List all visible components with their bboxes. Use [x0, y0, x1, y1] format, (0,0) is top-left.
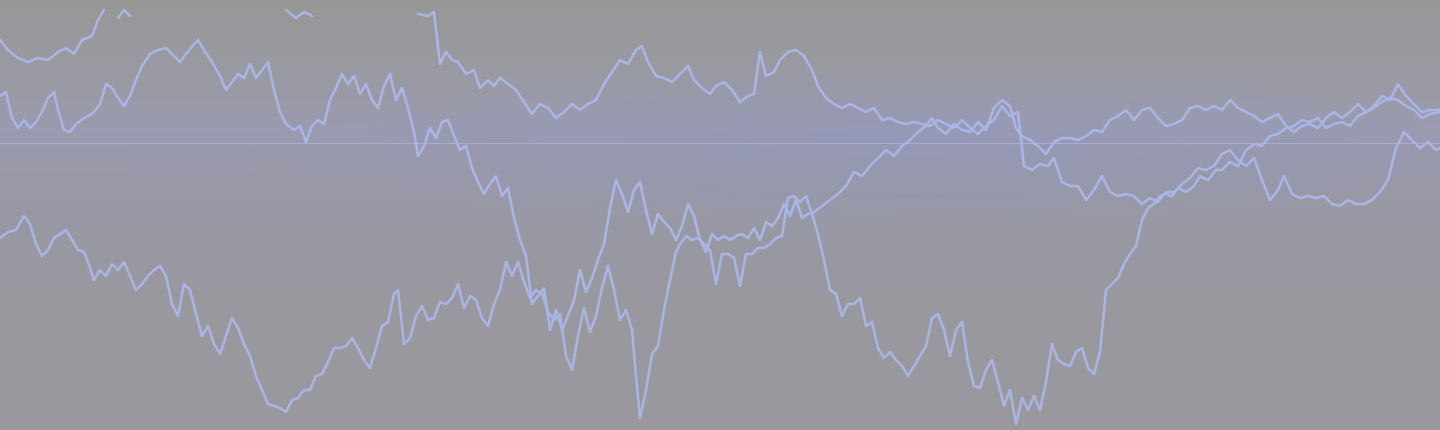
- center-reference-line: [0, 143, 1440, 144]
- waveform-group: [0, 8, 1440, 426]
- waveform-line-b: [0, 38, 1440, 332]
- waveform-line-a: [0, 8, 1440, 208]
- waveform-line-c: [0, 96, 1440, 426]
